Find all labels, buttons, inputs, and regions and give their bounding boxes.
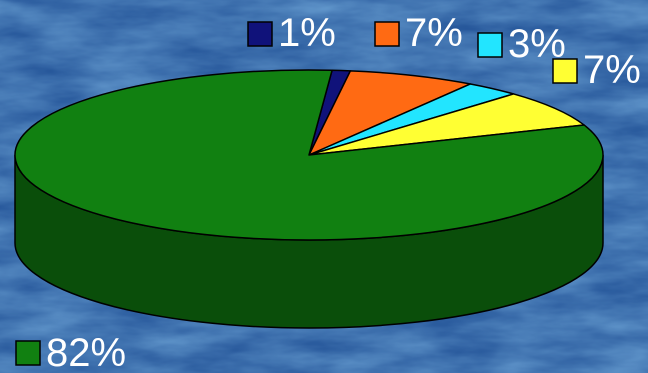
pie-slice-3 — [308, 93, 585, 156]
slice-label-swatch-0 — [247, 21, 273, 47]
slice-label-4: 82% — [46, 331, 126, 373]
slice-label-swatch-4 — [15, 340, 41, 366]
pie-top-layer — [14, 69, 604, 241]
slice-label-swatch-2 — [477, 32, 503, 58]
slice-label-3: 7% — [583, 48, 641, 92]
pie-slice-1 — [308, 70, 472, 156]
slice-label-1: 7% — [405, 11, 463, 55]
slice-label-swatch-1 — [374, 21, 400, 47]
pie-labels: 1% 7% 3%7%82% — [15, 11, 641, 373]
slice-label-swatch-3 — [552, 58, 578, 84]
pie-slice-4 — [14, 69, 604, 241]
slice-label-0: 1% — [278, 11, 336, 55]
